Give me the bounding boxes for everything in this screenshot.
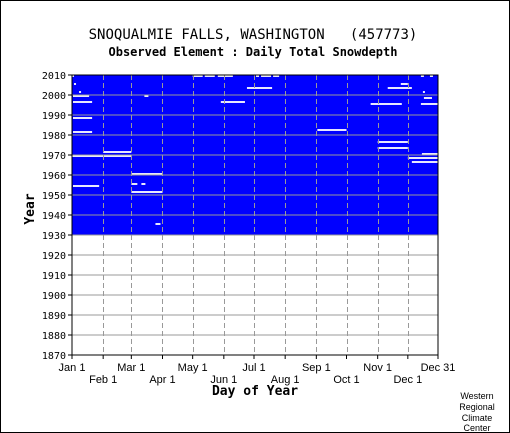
missing-segment (72, 75, 75, 77)
missing-segment (131, 191, 163, 193)
missing-segment (423, 97, 432, 99)
x-tick-label: Jun 1 (210, 374, 237, 386)
missing-segment (420, 75, 424, 77)
chart-title: SNOQUALMIE FALLS, WASHINGTON (457773) (89, 27, 418, 43)
missing-segment (422, 91, 425, 93)
missing-segment (204, 75, 215, 77)
x-tick-label: Apr 1 (149, 374, 175, 386)
x-axis-label: Day of Year (212, 384, 298, 399)
x-tick-label: Mar 1 (117, 362, 145, 374)
missing-segment (387, 87, 412, 89)
missing-segment (74, 83, 77, 85)
grid-lines (72, 75, 438, 355)
y-tick-label: 1880 (42, 331, 66, 342)
missing-segment (79, 91, 82, 93)
missing-segment (407, 157, 440, 159)
credit-line: Center (463, 423, 490, 432)
missing-segment (73, 131, 93, 133)
missing-segment (429, 75, 433, 77)
x-tick-label: Jul 1 (242, 362, 265, 374)
missing-segment (141, 183, 146, 185)
y-tick-label: 1920 (42, 251, 66, 262)
missing-segment (256, 75, 260, 77)
missing-segment (73, 95, 90, 97)
y-tick-label: 1930 (42, 231, 66, 242)
missing-segment (370, 103, 402, 105)
x-tick-label: Nov 1 (363, 362, 392, 374)
missing-data-segments (72, 75, 440, 225)
x-tick-label: Feb 1 (89, 374, 117, 386)
missing-segment (421, 153, 440, 155)
missing-segment (72, 155, 132, 157)
missing-segment (131, 173, 163, 175)
y-tick-label: 1940 (42, 211, 66, 222)
missing-segment (273, 75, 280, 77)
x-tick-label: Oct 1 (333, 374, 359, 386)
y-tick-label: 1900 (42, 291, 66, 302)
y-axis-label: Year (23, 193, 38, 224)
missing-segment (73, 101, 93, 103)
y-tick-label: 1870 (42, 351, 66, 362)
credit-line: Regional (459, 402, 495, 412)
x-tick-label: Dec 31 (421, 362, 456, 374)
missing-segment (220, 101, 245, 103)
missing-segment (400, 83, 408, 85)
missing-segment (192, 75, 203, 77)
missing-segment (144, 95, 149, 97)
x-tick-label: Dec 1 (393, 374, 422, 386)
y-tick-label: 1970 (42, 151, 66, 162)
y-tick-label: 1910 (42, 271, 66, 282)
credit-line: Western (460, 391, 493, 401)
missing-segment (73, 117, 93, 119)
missing-segment (420, 103, 440, 105)
y-tick-label: 1950 (42, 191, 66, 202)
missing-segment (377, 141, 408, 143)
credit-block: Western Regional Climate Center (459, 391, 495, 432)
missing-segment (377, 147, 408, 149)
x-tick-label: Jan 1 (59, 362, 86, 374)
credit-line: Climate (462, 413, 493, 423)
chart-subtitle: Observed Element : Daily Total Snowdepth (109, 45, 398, 59)
x-tick-label: Aug 1 (271, 374, 300, 386)
missing-segment (155, 223, 161, 225)
x-axis-ticks: Jan 1 Mar 1 May 1 Jul 1 Sep 1 Nov 1 Dec 31 Feb … (59, 355, 456, 386)
y-axis-ticks: 1870 1880 1890 1900 1910 1920 1930 1940 1950 1960… (42, 71, 72, 362)
y-tick-label: 2000 (42, 91, 66, 102)
y-tick-label: 1980 (42, 131, 66, 142)
missing-segment (261, 75, 272, 77)
missing-segment (246, 87, 273, 89)
missing-segment (103, 151, 132, 153)
x-tick-label: Sep 1 (302, 362, 331, 374)
missing-segment (217, 75, 233, 77)
missing-segment (317, 129, 347, 131)
y-tick-label: 1890 (42, 311, 66, 322)
missing-segment (73, 185, 100, 187)
y-tick-label: 2010 (42, 71, 66, 82)
y-tick-label: 1960 (42, 171, 66, 182)
x-tick-label: May 1 (178, 362, 208, 374)
y-tick-label: 1990 (42, 111, 66, 122)
missing-segment (131, 183, 138, 185)
missing-segment (411, 161, 440, 163)
